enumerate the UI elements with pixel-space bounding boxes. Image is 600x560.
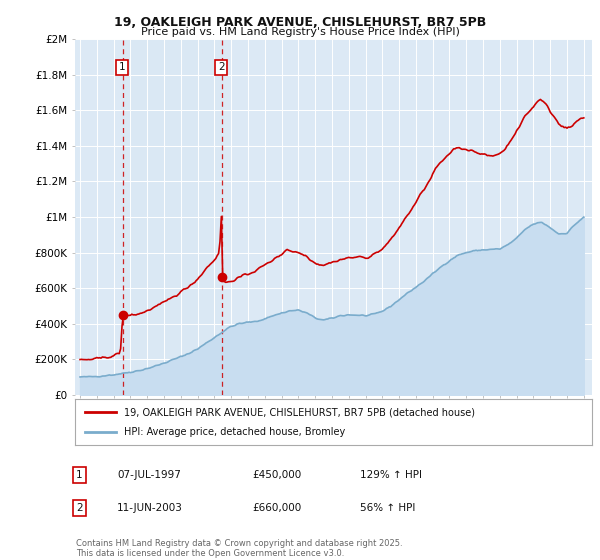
Text: 1: 1	[119, 62, 125, 72]
Text: 1: 1	[76, 470, 83, 480]
Text: 2: 2	[218, 62, 224, 72]
Text: Price paid vs. HM Land Registry's House Price Index (HPI): Price paid vs. HM Land Registry's House …	[140, 27, 460, 37]
Bar	[122, 39, 222, 395]
Text: 129% ↑ HPI: 129% ↑ HPI	[360, 470, 422, 480]
Text: HPI: Average price, detached house, Bromley: HPI: Average price, detached house, Brom…	[124, 427, 346, 437]
Text: £450,000: £450,000	[252, 470, 301, 480]
Text: 11-JUN-2003: 11-JUN-2003	[117, 503, 183, 513]
Text: £660,000: £660,000	[252, 503, 301, 513]
Text: 2: 2	[76, 503, 83, 513]
Text: 19, OAKLEIGH PARK AVENUE, CHISLEHURST, BR7 5PB (detached house): 19, OAKLEIGH PARK AVENUE, CHISLEHURST, B…	[124, 407, 475, 417]
Text: 19, OAKLEIGH PARK AVENUE, CHISLEHURST, BR7 5PB: 19, OAKLEIGH PARK AVENUE, CHISLEHURST, B…	[114, 16, 486, 29]
Text: 56% ↑ HPI: 56% ↑ HPI	[360, 503, 415, 513]
Text: 07-JUL-1997: 07-JUL-1997	[117, 470, 181, 480]
Text: Contains HM Land Registry data © Crown copyright and database right 2025.
This d: Contains HM Land Registry data © Crown c…	[76, 539, 403, 558]
